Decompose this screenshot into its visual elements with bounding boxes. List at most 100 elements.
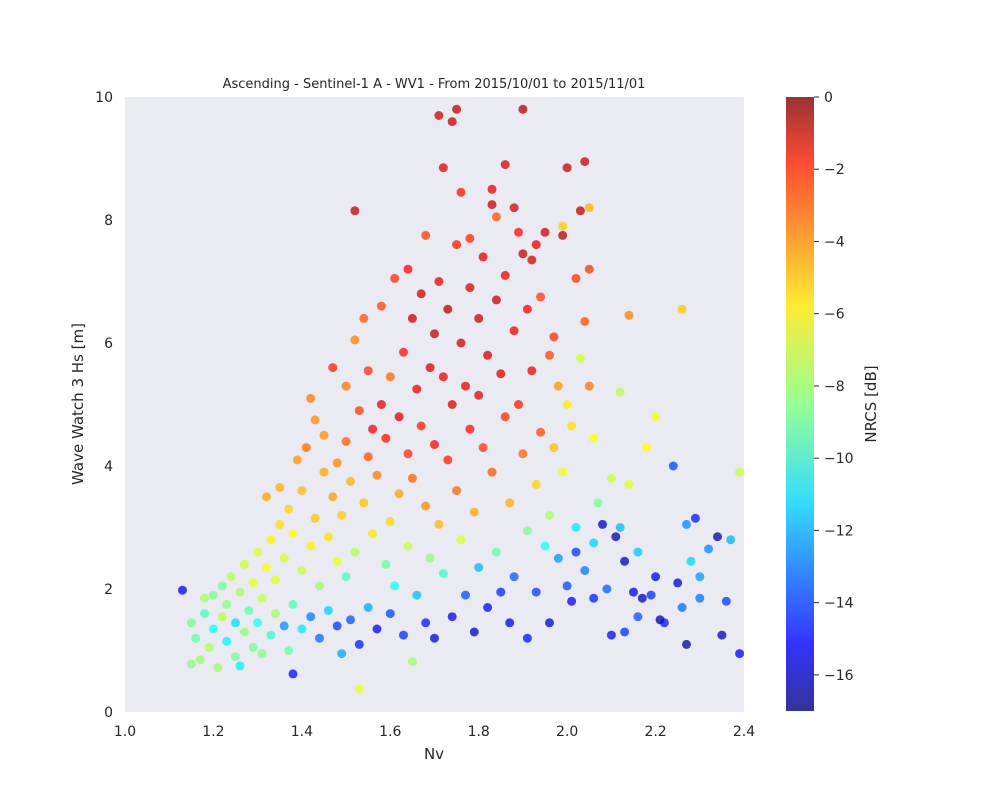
data-point: [633, 612, 643, 622]
data-point: [416, 289, 426, 299]
data-point: [213, 663, 223, 673]
data-point: [310, 415, 320, 425]
chart-title: Ascending - Sentinel-1 A - WV1 - From 20…: [223, 77, 646, 92]
data-point: [580, 317, 590, 326]
data-point: [483, 350, 493, 360]
data-point: [421, 618, 431, 628]
data-point: [558, 467, 568, 477]
data-point: [412, 590, 422, 600]
data-point: [580, 566, 590, 575]
data-point: [447, 117, 457, 127]
data-point: [487, 184, 497, 194]
data-point: [562, 163, 572, 173]
data-point: [682, 639, 691, 649]
data-point: [394, 489, 404, 499]
data-point: [341, 572, 351, 582]
data-point: [297, 566, 307, 575]
data-point: [284, 646, 294, 655]
data-point: [461, 381, 470, 391]
data-point: [279, 553, 289, 563]
x-axis-ticks: 1.0 1.2 1.4 1.6 1.8 2.0 2.2 2.4: [114, 724, 755, 740]
data-point: [447, 612, 457, 622]
data-point: [571, 273, 581, 283]
data-point: [487, 467, 497, 477]
data-point: [248, 642, 258, 652]
data-point: [337, 510, 347, 520]
data-point: [235, 661, 245, 671]
data-point: [491, 295, 501, 305]
data-point: [549, 443, 559, 453]
data-point: [394, 412, 404, 422]
data-point: [562, 581, 572, 591]
data-point: [465, 424, 475, 434]
data-point: [456, 338, 466, 348]
data-point: [452, 486, 462, 496]
data-point: [677, 304, 687, 314]
x-tick-label: 2.2: [644, 724, 666, 740]
data-point: [262, 563, 271, 572]
data-point: [407, 473, 417, 483]
data-point: [385, 609, 395, 619]
data-point: [443, 455, 453, 465]
data-point: [606, 473, 616, 483]
colorbar-tick-label: −8: [824, 379, 845, 395]
data-point: [540, 227, 550, 237]
data-point: [646, 590, 656, 600]
data-point: [518, 104, 528, 114]
data-point: [434, 519, 444, 529]
data-point: [275, 483, 285, 492]
data-point: [399, 630, 408, 640]
y-tick-label: 8: [104, 213, 113, 229]
data-point: [376, 301, 386, 311]
data-point: [403, 264, 413, 274]
data-point: [363, 366, 373, 376]
data-point: [438, 163, 448, 173]
plot-area: [125, 97, 744, 712]
data-point: [266, 535, 276, 545]
data-point: [637, 593, 647, 603]
data-point: [553, 553, 563, 563]
data-point: [522, 526, 532, 536]
data-point: [195, 655, 205, 665]
data-point: [354, 639, 364, 649]
data-point: [531, 587, 541, 597]
data-point: [381, 433, 391, 443]
data-point: [611, 532, 621, 542]
data-point: [425, 363, 435, 373]
data-point: [478, 443, 488, 453]
data-point: [297, 624, 307, 634]
data-point: [253, 547, 263, 557]
data-point: [509, 572, 519, 582]
data-point: [589, 593, 599, 603]
data-point: [615, 523, 625, 532]
data-point: [668, 461, 678, 471]
data-point: [359, 498, 369, 508]
data-point: [438, 569, 448, 579]
data-point: [288, 529, 298, 539]
colorbar-tick-label: −16: [824, 668, 854, 684]
data-point: [509, 203, 519, 213]
data-point: [726, 535, 736, 545]
data-point: [518, 249, 528, 259]
data-point: [456, 187, 466, 197]
data-point: [403, 541, 413, 551]
colorbar-tick-label: −14: [824, 596, 854, 612]
data-point: [217, 612, 227, 622]
data-point: [421, 230, 431, 240]
data-point: [239, 559, 249, 569]
data-point: [235, 587, 245, 597]
data-point: [735, 467, 745, 477]
data-point: [478, 252, 488, 262]
data-point: [598, 519, 607, 529]
data-point: [642, 443, 652, 453]
data-point: [222, 636, 232, 646]
data-point: [403, 449, 413, 459]
data-point: [368, 424, 378, 434]
data-point: [558, 221, 568, 231]
data-point: [677, 603, 687, 612]
data-point: [620, 556, 630, 566]
data-point: [500, 270, 510, 280]
data-point: [443, 304, 453, 314]
data-point: [226, 572, 236, 582]
